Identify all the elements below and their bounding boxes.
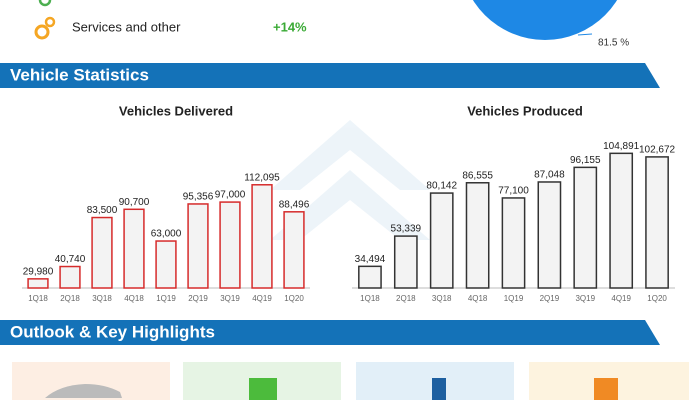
x-tick-label: 3Q19 <box>220 294 240 303</box>
box-icon <box>249 378 277 400</box>
value-label: 102,672 <box>639 145 676 156</box>
value-label: 29,980 <box>23 266 54 277</box>
x-tick-label: 4Q19 <box>252 294 272 303</box>
x-tick-label: 4Q18 <box>124 294 144 303</box>
bar <box>155 240 177 289</box>
value-label: 96,155 <box>570 155 601 166</box>
value-label: 95,356 <box>183 192 214 203</box>
bar <box>429 192 454 289</box>
x-tick-label: 1Q20 <box>284 294 304 303</box>
x-tick-label: 2Q18 <box>60 294 80 303</box>
bar <box>537 181 562 289</box>
bar <box>645 156 669 289</box>
section-title: Outlook & Key Highlights <box>10 322 215 341</box>
value-label: 34,494 <box>355 254 386 265</box>
bar <box>187 203 209 289</box>
x-tick-label: 2Q19 <box>188 294 208 303</box>
value-label: 97,000 <box>215 190 246 201</box>
section-title: Vehicle Statistics <box>10 65 149 84</box>
bar <box>219 201 241 289</box>
x-tick-label: 2Q19 <box>540 294 560 303</box>
value-label: 90,700 <box>119 197 150 208</box>
bar <box>609 152 634 289</box>
value-label: 87,048 <box>534 170 565 181</box>
legend-change: +14% <box>273 19 307 34</box>
x-tick-label: 3Q18 <box>432 294 452 303</box>
x-tick-label: 1Q20 <box>647 294 667 303</box>
value-label: 53,339 <box>391 224 422 235</box>
machine-icon <box>432 378 446 400</box>
bar <box>283 211 305 289</box>
legend-item: Services and other <box>72 19 181 34</box>
chart-title: Vehicles Delivered <box>119 103 233 118</box>
doc-icon <box>594 378 618 400</box>
car-icon <box>45 384 122 398</box>
bar <box>501 197 526 289</box>
value-label: 77,100 <box>498 186 529 197</box>
chart-title: Vehicles Produced <box>467 103 583 118</box>
bar <box>59 265 81 289</box>
bar <box>91 216 113 289</box>
value-label: 86,555 <box>462 170 493 181</box>
value-label: 104,891 <box>603 141 640 152</box>
value-label: 83,500 <box>87 205 118 216</box>
pie-leader <box>577 33 593 36</box>
gear-icon <box>34 0 56 40</box>
value-label: 63,000 <box>151 229 182 240</box>
x-tick-label: 4Q19 <box>611 294 631 303</box>
x-tick-label: 1Q18 <box>28 294 48 303</box>
x-tick-label: 2Q18 <box>396 294 416 303</box>
x-tick-label: 3Q19 <box>575 294 595 303</box>
value-label: 88,496 <box>279 199 310 210</box>
value-label: 40,740 <box>55 254 86 265</box>
x-tick-label: 4Q18 <box>468 294 488 303</box>
value-label: 80,142 <box>426 181 457 192</box>
bar <box>465 182 490 289</box>
bar <box>251 184 273 289</box>
pie-slice <box>472 0 618 40</box>
bar <box>393 235 418 289</box>
value-label: 112,095 <box>244 172 280 183</box>
x-tick-label: 1Q18 <box>360 294 380 303</box>
x-tick-label: 1Q19 <box>156 294 176 303</box>
watermark <box>270 120 430 240</box>
section-banner <box>0 320 660 345</box>
bar <box>358 265 382 289</box>
section-banner <box>0 63 660 88</box>
bar <box>123 208 145 289</box>
x-tick-label: 1Q19 <box>504 294 524 303</box>
bar <box>573 166 598 289</box>
x-tick-label: 3Q18 <box>92 294 112 303</box>
bar <box>27 278 49 289</box>
pie-label: 81.5 % <box>598 38 629 49</box>
